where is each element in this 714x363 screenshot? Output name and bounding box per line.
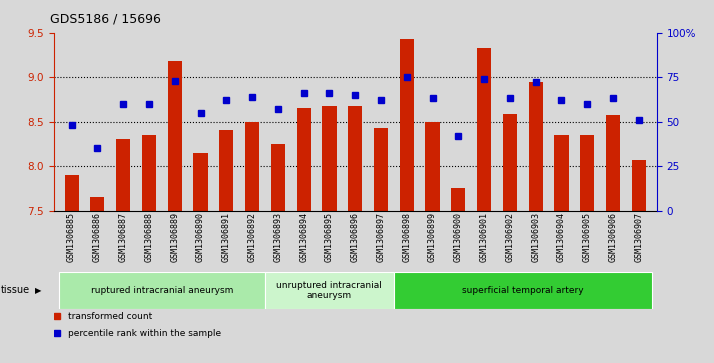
Bar	[168, 61, 182, 211]
Bar	[374, 128, 388, 211]
Text: percentile rank within the sample: percentile rank within the sample	[68, 329, 221, 338]
Text: GDS5186 / 15696: GDS5186 / 15696	[50, 12, 161, 25]
Text: ruptured intracranial aneurysm: ruptured intracranial aneurysm	[91, 286, 233, 295]
Text: GSM1306902: GSM1306902	[506, 212, 514, 262]
Bar	[477, 48, 491, 211]
Text: GSM1306894: GSM1306894	[299, 212, 308, 262]
Bar	[64, 175, 79, 211]
Bar	[451, 188, 466, 211]
Bar	[580, 135, 594, 211]
Bar	[142, 135, 156, 211]
Text: GSM1306886: GSM1306886	[93, 212, 102, 262]
Text: GSM1306899: GSM1306899	[428, 212, 437, 262]
Text: GSM1306903: GSM1306903	[531, 212, 540, 262]
Bar	[322, 106, 336, 211]
Text: GSM1306896: GSM1306896	[351, 212, 360, 262]
Bar	[90, 197, 104, 211]
Bar	[528, 82, 543, 211]
Text: GSM1306890: GSM1306890	[196, 212, 205, 262]
Bar	[426, 122, 440, 211]
Text: GSM1306893: GSM1306893	[273, 212, 282, 262]
Text: ▶: ▶	[35, 286, 41, 295]
Bar	[245, 122, 259, 211]
Text: GSM1306891: GSM1306891	[222, 212, 231, 262]
Text: GSM1306892: GSM1306892	[248, 212, 256, 262]
Text: GSM1306905: GSM1306905	[583, 212, 592, 262]
Text: superficial temporal artery: superficial temporal artery	[462, 286, 583, 295]
Bar	[296, 108, 311, 211]
Bar	[503, 114, 517, 211]
Text: GSM1306904: GSM1306904	[557, 212, 566, 262]
Bar	[271, 144, 285, 211]
Text: GSM1306898: GSM1306898	[402, 212, 411, 262]
Bar	[394, 272, 652, 309]
Bar	[606, 115, 620, 211]
Bar	[632, 160, 646, 211]
Bar	[59, 272, 265, 309]
Bar	[116, 139, 130, 211]
Bar	[219, 130, 233, 211]
Bar	[348, 106, 362, 211]
Bar	[265, 272, 394, 309]
Text: GSM1306889: GSM1306889	[170, 212, 179, 262]
Text: unruptured intracranial
aneurysm: unruptured intracranial aneurysm	[276, 281, 383, 300]
Bar	[193, 153, 208, 211]
Text: GSM1306900: GSM1306900	[454, 212, 463, 262]
Text: GSM1306906: GSM1306906	[608, 212, 618, 262]
Bar	[554, 135, 568, 211]
Text: GSM1306887: GSM1306887	[119, 212, 128, 262]
Text: GSM1306895: GSM1306895	[325, 212, 334, 262]
Text: transformed count: transformed count	[68, 312, 152, 321]
Text: GSM1306901: GSM1306901	[480, 212, 488, 262]
Text: GSM1306888: GSM1306888	[144, 212, 154, 262]
Text: GSM1306885: GSM1306885	[67, 212, 76, 262]
Text: GSM1306897: GSM1306897	[376, 212, 386, 262]
Bar	[400, 39, 414, 211]
Text: tissue: tissue	[1, 285, 30, 295]
Text: GSM1306907: GSM1306907	[634, 212, 643, 262]
